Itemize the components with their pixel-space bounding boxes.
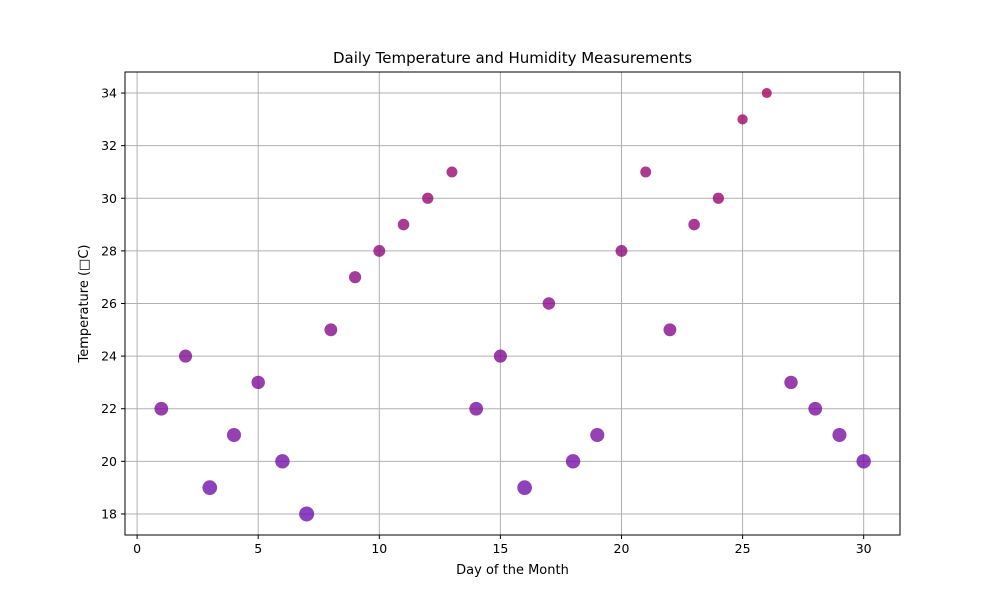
scatter-point: [251, 375, 265, 390]
x-tick-label: 25: [735, 541, 751, 556]
chart-title: Daily Temperature and Humidity Measureme…: [333, 49, 692, 67]
scatter-point: [202, 480, 218, 495]
y-tick-label: 22: [101, 401, 117, 416]
x-tick-label: 5: [254, 541, 262, 556]
y-tick-label: 28: [101, 243, 117, 258]
scatter-point: [226, 428, 242, 443]
y-tick-label: 24: [101, 349, 117, 364]
x-axis-ticks: 0 5 10 15 20 25 30: [133, 535, 872, 556]
scatter-point: [469, 401, 484, 416]
scatter-point: [422, 192, 434, 204]
x-tick-label: 10: [371, 541, 387, 556]
scatter-point: [856, 454, 871, 469]
y-tick-label: 26: [101, 296, 117, 311]
scatter-point: [761, 88, 772, 99]
scatter-point: [299, 506, 315, 522]
y-tick-label: 20: [101, 454, 117, 469]
scatter-point: [737, 114, 748, 125]
scatter-point: [808, 401, 823, 416]
scatter-point: [275, 454, 290, 469]
x-tick-label: 15: [492, 541, 508, 556]
scatter-point: [590, 428, 605, 443]
y-axis-title: Temperature (□C): [77, 245, 92, 364]
y-tick-label: 32: [101, 138, 117, 153]
data-points: [154, 88, 871, 522]
scatter-point: [784, 375, 798, 390]
y-tick-label: 34: [101, 86, 117, 101]
x-tick-label: 30: [856, 541, 872, 556]
grid: [125, 72, 900, 535]
y-tick-label: 18: [101, 506, 117, 521]
y-tick-label: 30: [101, 191, 117, 206]
scatter-point: [493, 349, 507, 363]
scatter-point: [324, 323, 338, 337]
x-axis-title: Day of the Month: [456, 563, 569, 578]
scatter-point: [446, 166, 458, 178]
scatter-point: [154, 401, 169, 416]
scatter-point: [373, 244, 386, 257]
scatter-point: [688, 218, 700, 231]
scatter-point: [712, 192, 724, 204]
y-axis-ticks: 18 20 22 24 26 28 30 32 34: [101, 86, 125, 521]
scatter-point: [832, 428, 847, 443]
x-tick-label: 20: [614, 541, 630, 556]
scatter-point: [178, 349, 193, 363]
x-tick-label: 0: [133, 541, 141, 556]
scatter-point: [565, 454, 581, 469]
scatter-point: [663, 323, 677, 337]
scatter-point: [348, 271, 362, 284]
scatter-point: [640, 166, 652, 178]
scatter-point: [517, 480, 532, 495]
scatter-point: [542, 297, 556, 310]
scatter-point: [397, 218, 410, 231]
scatter-point: [615, 244, 628, 257]
